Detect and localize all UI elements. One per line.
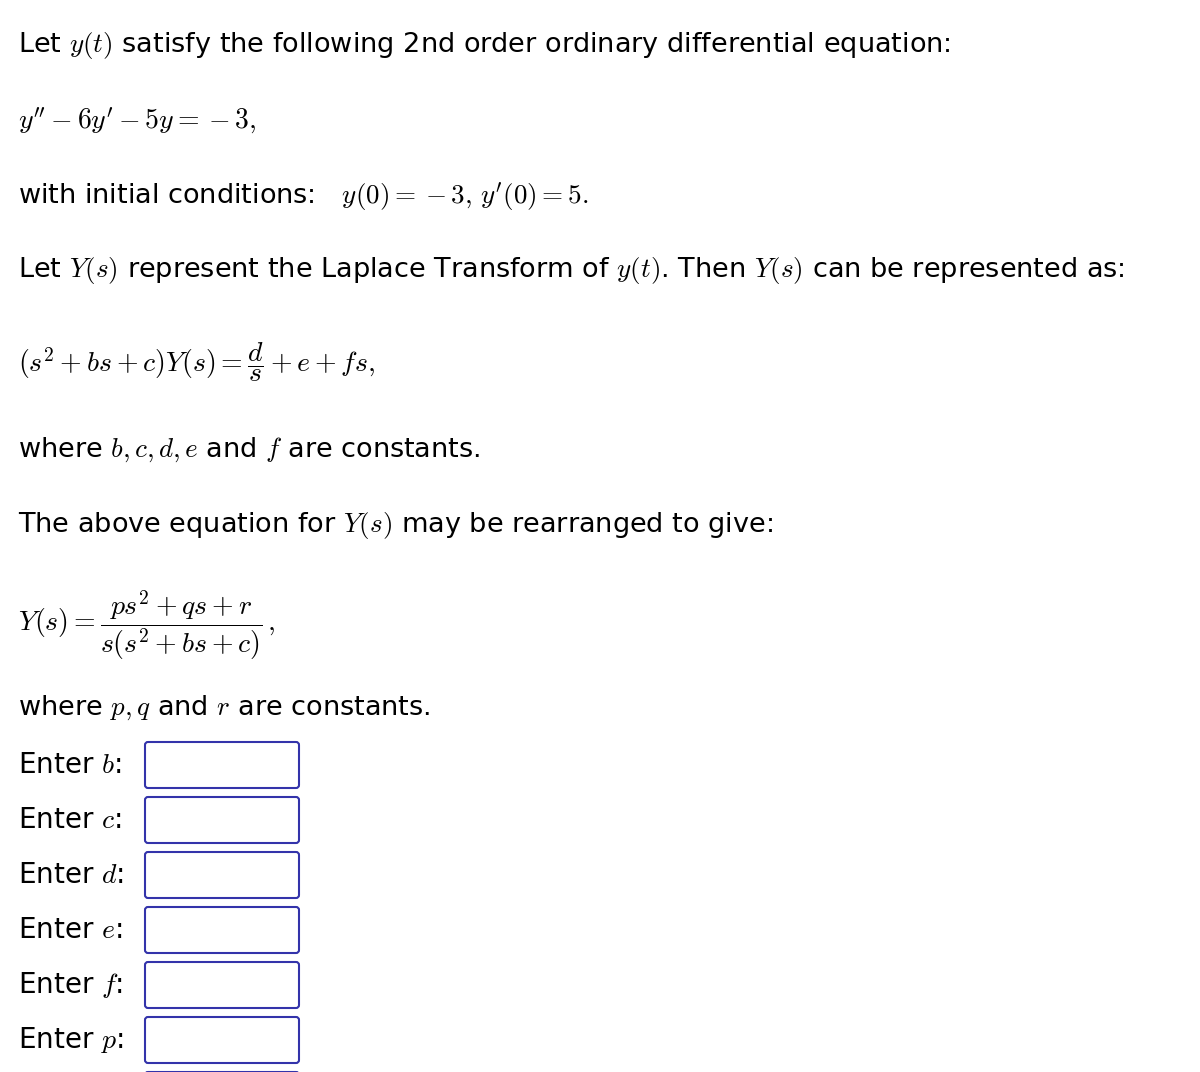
Text: where $b, c, d, e$ and $f$ are constants.: where $b, c, d, e$ and $f$ are constants… <box>18 435 480 463</box>
Text: Enter $b$:: Enter $b$: <box>18 751 121 779</box>
Text: Enter $f$:: Enter $f$: <box>18 970 124 1000</box>
Text: Enter $c$:: Enter $c$: <box>18 806 121 834</box>
Text: where $p, q$ and $r$ are constants.: where $p, q$ and $r$ are constants. <box>18 693 431 721</box>
Text: $Y(s) = \dfrac{ps^2 + qs + r}{s(s^2 + bs + c)}\,,$: $Y(s) = \dfrac{ps^2 + qs + r}{s(s^2 + bs… <box>18 589 276 661</box>
Text: $(s^2 + bs + c)Y(s) = \dfrac{d}{s} + e + fs,$: $(s^2 + bs + c)Y(s) = \dfrac{d}{s} + e +… <box>18 340 376 384</box>
Text: The above equation for $Y(s)$ may be rearranged to give:: The above equation for $Y(s)$ may be rea… <box>18 510 773 541</box>
Text: $y'' - 6y' - 5y = -3,$: $y'' - 6y' - 5y = -3,$ <box>18 105 257 136</box>
Text: Enter $d$:: Enter $d$: <box>18 861 124 889</box>
FancyBboxPatch shape <box>145 962 299 1008</box>
Text: Let $Y(s)$ represent the Laplace Transform of $y(t)$. Then $Y(s)$ can be represe: Let $Y(s)$ represent the Laplace Transfo… <box>18 255 1124 286</box>
Text: Enter $e$:: Enter $e$: <box>18 915 122 944</box>
FancyBboxPatch shape <box>145 907 299 953</box>
Text: Enter $p$:: Enter $p$: <box>18 1025 124 1055</box>
Text: Let $y(t)$ satisfy the following 2nd order ordinary differential equation:: Let $y(t)$ satisfy the following 2nd ord… <box>18 30 950 61</box>
Text: with initial conditions:   $y(0) = -3,\, y'(0) = 5.$: with initial conditions: $y(0) = -3,\, y… <box>18 180 588 213</box>
FancyBboxPatch shape <box>145 852 299 898</box>
FancyBboxPatch shape <box>145 796 299 843</box>
FancyBboxPatch shape <box>145 1017 299 1063</box>
FancyBboxPatch shape <box>145 742 299 788</box>
